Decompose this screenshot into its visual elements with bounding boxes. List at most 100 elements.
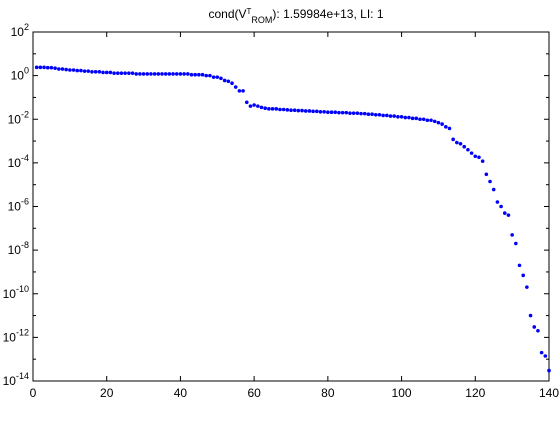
data-point (414, 116, 419, 121)
data-point (226, 79, 231, 84)
data-point (344, 110, 349, 115)
y-tick-label: 10-4 (8, 153, 29, 170)
data-point (38, 65, 43, 70)
y-tick-label-exponent: -4 (21, 153, 29, 163)
data-point (222, 78, 227, 83)
data-point (138, 72, 142, 76)
data-point (219, 76, 223, 81)
data-point (53, 66, 57, 70)
data-point (517, 263, 522, 268)
data-point (79, 68, 83, 73)
data-point (193, 72, 197, 77)
data-point (477, 155, 481, 160)
y-tick-label-exponent: -12 (16, 327, 29, 337)
data-point (473, 154, 478, 159)
data-point (484, 172, 489, 177)
y-tick-label-base: 10 (8, 200, 22, 214)
data-point (57, 67, 61, 71)
data-point (68, 68, 72, 72)
data-point (285, 108, 290, 112)
data-point (163, 72, 168, 76)
data-point (355, 111, 360, 115)
y-tick-label-base: 10 (3, 287, 17, 301)
x-tick-label: 120 (465, 386, 485, 400)
data-point (263, 106, 268, 111)
data-point (42, 65, 46, 70)
data-point (149, 72, 153, 76)
data-point (388, 114, 393, 118)
data-point (539, 350, 544, 355)
y-tick-label-base: 10 (3, 330, 17, 344)
data-point (171, 72, 175, 76)
x-tick-label: 20 (100, 386, 114, 400)
data-point (532, 325, 537, 329)
chart-title-suffix: ): 1.59984e+13, LI: 1 (272, 7, 383, 21)
data-point (366, 112, 371, 117)
axes-box (32, 31, 550, 382)
data-point (156, 72, 161, 76)
chart-title-subscript: ROM (251, 15, 272, 25)
data-point (410, 116, 415, 121)
data-point (197, 72, 201, 77)
data-point (455, 140, 459, 145)
data-point (281, 107, 286, 112)
y-tick-label: 10-2 (8, 109, 29, 126)
data-point (134, 72, 138, 76)
data-point (329, 110, 334, 115)
data-point (186, 72, 190, 76)
data-point (381, 113, 385, 118)
data-point (256, 104, 260, 108)
data-point (451, 137, 455, 142)
data-point (296, 108, 301, 113)
data-point (385, 113, 389, 118)
data-point (292, 108, 297, 112)
y-tick-label: 100 (11, 66, 29, 83)
data-point (326, 110, 330, 115)
data-point (233, 85, 238, 89)
data-point (167, 72, 172, 76)
data-point (49, 65, 54, 70)
data-point (152, 72, 157, 76)
data-point (241, 89, 245, 93)
data-point (86, 69, 91, 73)
data-point (466, 147, 470, 152)
y-tick-label: 10-8 (8, 240, 29, 257)
y-tick-label-exponent: -8 (21, 240, 29, 250)
y-tick-label: 10-12 (3, 327, 29, 344)
y-tick-label-base: 10 (8, 112, 22, 126)
data-point (174, 72, 179, 76)
data-point (303, 109, 308, 113)
data-point (34, 65, 39, 70)
x-tick-label: 40 (174, 386, 188, 400)
data-point (337, 110, 341, 115)
data-point (145, 72, 150, 76)
data-point (377, 112, 382, 117)
data-point (480, 159, 485, 163)
data-point (429, 118, 433, 123)
data-point (215, 75, 220, 79)
chart-title-prefix: cond(V (208, 7, 246, 21)
data-point (237, 89, 242, 93)
data-point (289, 108, 293, 112)
data-point (208, 73, 212, 78)
data-point (525, 285, 529, 289)
data-point (75, 68, 80, 73)
chart-title-superscript: T (247, 7, 252, 16)
data-point (506, 213, 511, 217)
data-point (182, 72, 186, 76)
y-tick-label: 102 (11, 22, 29, 39)
data-point (200, 72, 205, 77)
data-point (418, 117, 422, 122)
data-point (178, 72, 183, 76)
data-point (315, 109, 319, 114)
x-tick-label: 80 (321, 386, 335, 400)
data-point (488, 179, 492, 184)
data-point (444, 125, 448, 129)
data-point (127, 71, 131, 75)
y-tick-label-exponent: 2 (24, 22, 29, 32)
data-point (189, 72, 194, 77)
data-point (425, 118, 430, 123)
data-point (211, 75, 216, 79)
y-tick-label: 10-14 (3, 371, 29, 388)
